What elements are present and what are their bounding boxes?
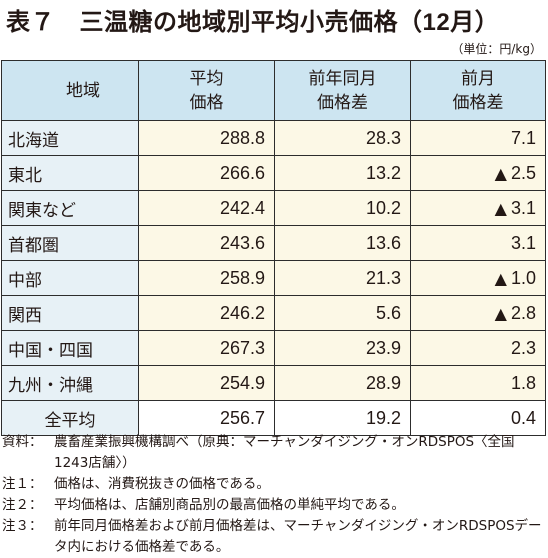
- yoy-diff-cell: 21.3: [274, 260, 411, 296]
- region-cell: 北海道: [1, 120, 139, 156]
- mom-diff-value: 7.1: [510, 127, 536, 148]
- avg-price-cell: 258.9: [138, 260, 275, 296]
- yoy-diff-cell: 23.9: [274, 330, 411, 366]
- note-1-label: 注１：: [2, 476, 43, 492]
- price-table: 地域 平均価格 前年同月価格差 前月価格差 北海道 288.8 28.3 7.1…: [1, 60, 546, 436]
- avg-price-cell: 254.9: [138, 365, 275, 401]
- region-cell: 中部: [1, 260, 139, 296]
- total-yoy-diff-cell: 19.2: [274, 400, 411, 436]
- page-title: 表７ 三温糖の地域別平均小売価格（12月）: [6, 2, 499, 37]
- region-cell: 中国・四国: [1, 330, 139, 366]
- note-2: 注２： 平均価格は、店舗別商品別の最高価格の単純平均である。: [2, 495, 546, 516]
- header-avg-price-line1: 平均: [189, 68, 224, 89]
- mom-diff-cell: 2.3: [410, 330, 546, 366]
- region-cell: 首都圏: [1, 225, 139, 261]
- note-1-text: 価格は、消費税抜きの価格である。: [54, 476, 270, 492]
- mom-diff-value: 1.8: [510, 372, 536, 393]
- mom-diff-cell: ▲ 1.0: [410, 260, 546, 296]
- header-mom-line2: 価格差: [452, 92, 504, 113]
- total-mom-diff-value: 0.4: [510, 407, 536, 428]
- avg-price-cell: 266.6: [138, 155, 275, 191]
- table-row: 中部 258.9 21.3 ▲ 1.0: [1, 260, 546, 296]
- header-yoy-line1: 前年同月: [308, 68, 377, 89]
- table-header-row: 地域 平均価格 前年同月価格差 前月価格差: [1, 60, 546, 121]
- note-3-label: 注３：: [2, 518, 43, 534]
- decrease-marker-icon: ▲: [494, 163, 507, 183]
- total-mom-diff-cell: 0.4: [410, 400, 546, 436]
- yoy-diff-cell: 13.6: [274, 225, 411, 261]
- note-2-text: 平均価格は、店舗別商品別の最高価格の単純平均である。: [54, 497, 405, 513]
- mom-diff-value: 2.5: [510, 162, 536, 183]
- mom-diff-cell: ▲ 2.8: [410, 295, 546, 331]
- header-avg-price-line2: 価格: [189, 92, 224, 113]
- region-cell: 関西: [1, 295, 139, 331]
- title-suffix: ）: [474, 8, 500, 36]
- yoy-diff-cell: 13.2: [274, 155, 411, 191]
- yoy-diff-cell: 5.6: [274, 295, 411, 331]
- region-cell: 九州・沖縄: [1, 365, 139, 401]
- note-2-label: 注２：: [2, 497, 43, 513]
- note-3: 注３： 前年同月価格差および前月価格差は、マーチャンダイジング・オンRDSPOS…: [2, 516, 546, 558]
- header-yoy-diff: 前年同月 価格差: [274, 60, 411, 121]
- table-row: 関東など 242.4 10.2 ▲ 3.1: [1, 190, 546, 226]
- note-3-text: 前年同月価格差および前月価格差は、マーチャンダイジング・オンRDSPOSデータ内…: [54, 518, 542, 555]
- source-label: 資料：: [2, 434, 43, 450]
- header-mom-diff: 前月 価格差: [410, 60, 546, 121]
- decrease-marker-icon: ▲: [494, 303, 507, 323]
- header-avg-price: 平均 価格: [138, 60, 275, 121]
- note-1: 注１： 価格は、消費税抜きの価格である。: [2, 474, 546, 495]
- mom-diff-value: 3.1: [510, 232, 536, 253]
- header-yoy-line2: 価格差: [317, 92, 368, 113]
- table-row: 関西 246.2 5.6 ▲ 2.8: [1, 295, 546, 331]
- yoy-diff-cell: 28.3: [274, 120, 411, 156]
- header-mom-line1: 前月: [461, 68, 495, 89]
- source-note: 資料： 農畜産業振興機構調べ（原典：マーチャンダイジング・オンRDSPOS〈全国…: [2, 432, 546, 474]
- mom-diff-cell: ▲ 2.5: [410, 155, 546, 191]
- mom-diff-value: 2.8: [510, 302, 536, 323]
- mom-diff-value: 1.0: [510, 267, 536, 288]
- avg-price-cell: 246.2: [138, 295, 275, 331]
- header-region: 地域: [1, 60, 139, 121]
- source-text: 農畜産業振興機構調べ（原典：マーチャンダイジング・オンRDSPOS〈全国1243…: [54, 434, 515, 471]
- table-row: 中国・四国 267.3 23.9 2.3: [1, 330, 546, 366]
- avg-price-cell: 243.6: [138, 225, 275, 261]
- region-cell: 関東など: [1, 190, 139, 226]
- avg-price-cell: 242.4: [138, 190, 275, 226]
- unit-label: （単位：円/kg）: [451, 42, 542, 56]
- total-row: 全平均 256.7 19.2 0.4: [1, 400, 546, 436]
- yoy-diff-cell: 10.2: [274, 190, 411, 226]
- table-row: 首都圏 243.6 13.6 3.1: [1, 225, 546, 261]
- decrease-marker-icon: ▲: [494, 268, 507, 288]
- title-month: 12月: [422, 9, 475, 36]
- mom-diff-value: 2.3: [510, 337, 536, 358]
- mom-diff-cell: 1.8: [410, 365, 546, 401]
- avg-price-cell: 288.8: [138, 120, 275, 156]
- region-cell: 東北: [1, 155, 139, 191]
- mom-diff-cell: 3.1: [410, 225, 546, 261]
- title-prefix: 表７ 三温糖の地域別平均小売価格（: [6, 8, 423, 36]
- decrease-marker-icon: ▲: [494, 198, 507, 218]
- notes-section: 資料： 農畜産業振興機構調べ（原典：マーチャンダイジング・オンRDSPOS〈全国…: [2, 432, 546, 558]
- yoy-diff-cell: 28.9: [274, 365, 411, 401]
- mom-diff-value: 3.1: [510, 197, 536, 218]
- total-avg-price-cell: 256.7: [138, 400, 275, 436]
- avg-price-cell: 267.3: [138, 330, 275, 366]
- mom-diff-cell: ▲ 3.1: [410, 190, 546, 226]
- table-row: 北海道 288.8 28.3 7.1: [1, 120, 546, 156]
- mom-diff-cell: 7.1: [410, 120, 546, 156]
- table-row: 東北 266.6 13.2 ▲ 2.5: [1, 155, 546, 191]
- total-region-cell: 全平均: [1, 400, 139, 436]
- table-row: 九州・沖縄 254.9 28.9 1.8: [1, 365, 546, 401]
